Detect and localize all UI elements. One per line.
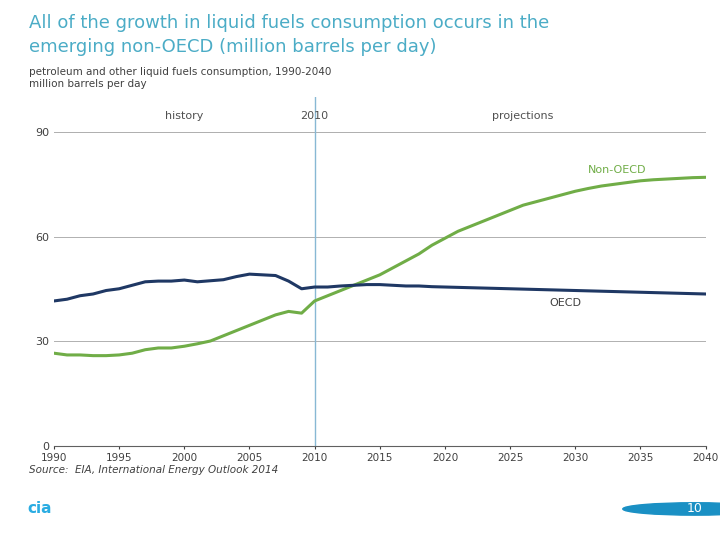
Text: petroleum and other liquid fuels consumption, 1990-2040: petroleum and other liquid fuels consump…: [29, 67, 331, 77]
FancyBboxPatch shape: [0, 485, 79, 533]
Text: cia: cia: [27, 502, 52, 516]
Text: All of the growth in liquid fuels consumption occurs in the: All of the growth in liquid fuels consum…: [29, 14, 549, 31]
Text: emerging non-OECD (million barrels per day): emerging non-OECD (million barrels per d…: [29, 38, 436, 56]
Text: history: history: [165, 111, 204, 121]
Text: May 2015: May 2015: [97, 516, 148, 526]
Text: 10: 10: [687, 502, 703, 516]
Text: million barrels per day: million barrels per day: [29, 79, 146, 90]
Text: Lower oil prices and the energy outlook: Lower oil prices and the energy outlook: [97, 495, 303, 505]
Text: 2010: 2010: [300, 111, 329, 121]
Text: projections: projections: [492, 111, 554, 121]
Text: OECD: OECD: [549, 298, 581, 308]
Circle shape: [623, 503, 720, 515]
Text: Non-OECD: Non-OECD: [588, 165, 647, 176]
Text: Source:  EIA, International Energy Outlook 2014: Source: EIA, International Energy Outloo…: [29, 465, 278, 476]
